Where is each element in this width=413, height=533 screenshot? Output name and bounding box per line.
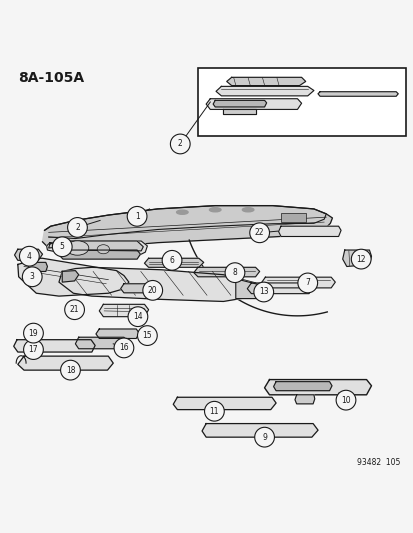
Circle shape [162,251,181,270]
Circle shape [254,427,274,447]
Text: 20: 20 [147,286,157,295]
Polygon shape [223,109,256,115]
Bar [197,68,405,136]
Circle shape [22,267,42,287]
Polygon shape [342,250,370,266]
Circle shape [19,246,39,266]
Circle shape [142,280,162,300]
Polygon shape [213,100,266,107]
Circle shape [67,217,87,237]
Circle shape [60,360,80,380]
Polygon shape [216,86,313,96]
Polygon shape [18,356,113,370]
Text: 11: 11 [209,407,218,416]
Polygon shape [235,279,264,298]
Polygon shape [14,249,43,260]
Text: 22: 22 [254,228,264,237]
Ellipse shape [209,208,221,212]
Ellipse shape [97,245,109,254]
Polygon shape [294,395,314,404]
Polygon shape [206,99,301,109]
Polygon shape [75,337,128,349]
Circle shape [351,249,370,269]
Polygon shape [193,268,259,277]
Polygon shape [202,424,317,437]
Text: 18: 18 [66,366,75,375]
Polygon shape [278,226,340,237]
Circle shape [64,300,84,320]
Polygon shape [99,304,148,317]
Circle shape [127,206,147,226]
Polygon shape [261,277,335,288]
Circle shape [114,338,133,358]
Circle shape [225,263,244,282]
Polygon shape [28,262,47,271]
Polygon shape [226,77,305,86]
Circle shape [335,390,355,410]
Polygon shape [173,397,275,409]
Text: 2: 2 [178,140,182,149]
Text: 93482  105: 93482 105 [356,458,399,467]
Text: 5: 5 [59,243,64,251]
Polygon shape [43,206,332,250]
Ellipse shape [176,210,188,214]
Text: 2: 2 [75,223,80,232]
Circle shape [52,237,72,256]
Text: 8A-105A: 8A-105A [18,71,84,85]
Circle shape [24,340,43,359]
Polygon shape [120,284,151,293]
Text: 14: 14 [133,312,142,321]
Text: 1: 1 [134,212,139,221]
Text: 12: 12 [356,255,365,264]
Polygon shape [59,268,260,302]
Text: 8: 8 [232,268,237,277]
Circle shape [128,307,147,327]
Polygon shape [247,283,312,294]
Polygon shape [317,92,397,96]
Circle shape [170,134,190,154]
Circle shape [253,282,273,302]
Polygon shape [47,241,147,257]
Circle shape [249,223,269,243]
Circle shape [24,323,43,343]
Text: 4: 4 [27,252,32,261]
Polygon shape [59,250,140,259]
Ellipse shape [66,241,88,255]
Circle shape [204,401,224,421]
Text: 16: 16 [119,343,128,352]
Polygon shape [49,241,143,251]
Polygon shape [14,340,95,352]
Ellipse shape [242,208,253,212]
Text: 15: 15 [142,331,152,340]
Polygon shape [96,329,139,338]
Polygon shape [273,382,331,391]
Text: 13: 13 [258,287,268,296]
Text: 19: 19 [28,329,38,337]
Circle shape [297,273,317,293]
Text: 17: 17 [28,345,38,354]
Polygon shape [144,259,203,268]
Polygon shape [264,379,370,395]
Circle shape [137,326,157,345]
Polygon shape [18,259,128,296]
Text: 6: 6 [169,256,174,265]
Text: 10: 10 [340,395,350,405]
Polygon shape [45,206,325,239]
Text: 7: 7 [304,278,309,287]
Polygon shape [62,271,78,282]
Text: 9: 9 [261,433,266,442]
Text: 3: 3 [30,272,35,281]
Bar [280,213,305,222]
Text: 21: 21 [70,305,79,314]
